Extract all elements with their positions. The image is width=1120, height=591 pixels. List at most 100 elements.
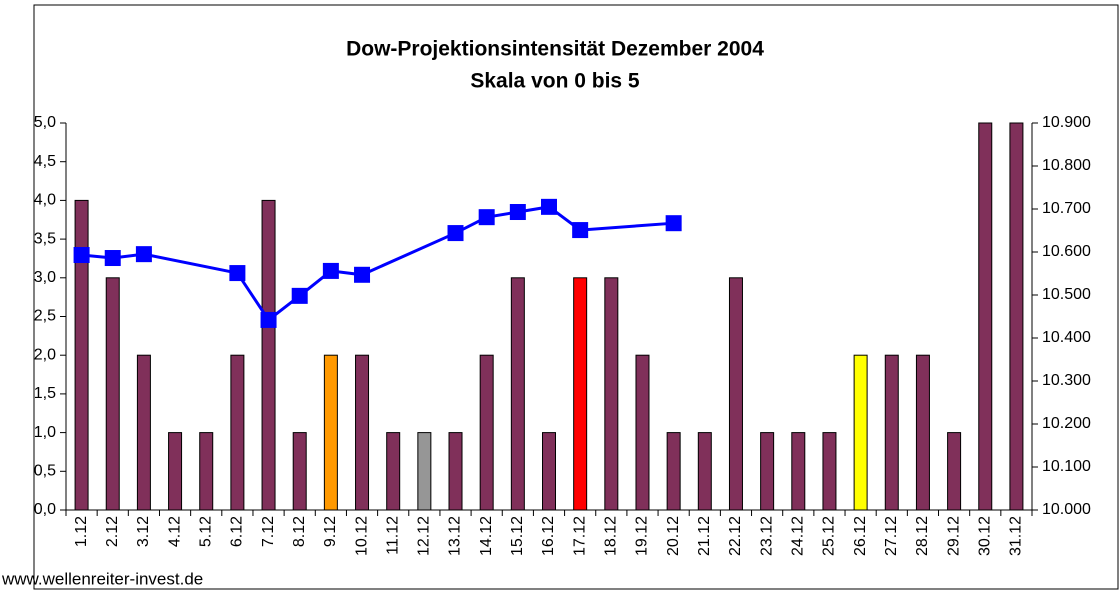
bar	[1009, 122, 1024, 511]
x-tick-label: 17.12	[571, 516, 588, 556]
bar	[947, 432, 962, 511]
bar	[479, 354, 494, 511]
y2-tick-label: 10.100	[1042, 458, 1091, 475]
bar	[74, 199, 89, 511]
line-marker	[260, 311, 277, 328]
bar	[417, 432, 432, 511]
x-tick-label: 25.12	[821, 516, 838, 556]
bar	[230, 354, 245, 511]
x-tick-label: 12.12	[416, 516, 433, 556]
bar	[853, 354, 868, 511]
x-tick-label: 9.12	[322, 516, 339, 547]
x-tick-label: 21.12	[696, 516, 713, 556]
bar	[386, 432, 401, 511]
bar	[261, 199, 276, 511]
y-tick-label: 4,0	[34, 192, 56, 209]
x-tick-label: 2.12	[104, 516, 121, 547]
bar	[915, 354, 930, 511]
line-marker	[354, 266, 371, 283]
y2-tick-label: 10.900	[1042, 114, 1091, 131]
line-marker	[665, 215, 682, 232]
line-marker	[572, 222, 589, 239]
line-marker	[229, 265, 246, 282]
x-tick-label: 1.12	[73, 516, 90, 547]
x-tick-label: 15.12	[509, 516, 526, 556]
y2-tick-label: 10.500	[1042, 286, 1091, 303]
line-marker	[541, 198, 557, 215]
line-marker	[73, 247, 90, 264]
line-marker	[447, 225, 464, 242]
chart-subtitle: Skala von 0 bis 5	[470, 70, 640, 93]
y2-tick-label: 10.700	[1042, 200, 1091, 217]
x-tick-label: 14.12	[478, 516, 495, 556]
x-tick-label: 23.12	[758, 516, 775, 556]
x-tick-label: 22.12	[727, 516, 744, 556]
y-tick-label: 3,5	[34, 230, 56, 247]
bar	[355, 354, 370, 511]
x-tick-label: 6.12	[229, 516, 246, 547]
bar	[822, 432, 837, 511]
x-tick-label: 30.12	[976, 516, 993, 556]
bar	[573, 277, 588, 511]
x-tick-label: 3.12	[135, 516, 152, 547]
y-tick-label: 1,0	[34, 424, 56, 441]
line-marker	[322, 262, 339, 279]
x-tick-label: 7.12	[260, 516, 277, 547]
line-marker	[291, 287, 308, 304]
bar	[292, 432, 307, 511]
y2-tick-label: 10.200	[1042, 415, 1091, 432]
x-tick-label: 31.12	[1008, 516, 1025, 556]
bar	[510, 277, 525, 511]
x-tick-label: 18.12	[603, 516, 620, 556]
x-tick-label: 26.12	[852, 516, 869, 556]
y-tick-label: 2,5	[34, 308, 56, 325]
x-tick-label: 24.12	[790, 516, 807, 556]
line-marker	[135, 246, 152, 263]
bar	[635, 354, 650, 511]
line-marker	[509, 204, 526, 221]
x-tick-label: 28.12	[914, 516, 931, 556]
line-marker	[104, 250, 121, 267]
x-tick-label: 5.12	[197, 516, 214, 547]
y-tick-label: 4,5	[34, 153, 56, 170]
y-tick-label: 3,0	[34, 269, 56, 286]
bar	[136, 354, 151, 511]
x-tick-label: 29.12	[945, 516, 962, 556]
bar	[105, 277, 120, 511]
bar	[666, 432, 681, 511]
y2-tick-label: 10.600	[1042, 243, 1091, 260]
bar	[760, 432, 775, 511]
y2-tick-label: 10.300	[1042, 372, 1091, 389]
x-tick-label: 10.12	[353, 516, 370, 556]
bar	[604, 277, 619, 511]
y-tick-label: 5,0	[34, 114, 56, 131]
x-tick-label: 27.12	[883, 516, 900, 556]
x-tick-label: 16.12	[540, 516, 557, 556]
line-marker	[478, 209, 495, 226]
x-tick-label: 11.12	[384, 516, 401, 555]
bar	[791, 432, 806, 511]
x-tick-label: 8.12	[291, 516, 308, 547]
watermark: www.wellenreiter-invest.de	[1, 569, 203, 588]
bar	[542, 432, 556, 511]
bar	[978, 122, 993, 511]
x-tick-label: 13.12	[447, 516, 464, 556]
chart-title: Dow-Projektionsintensität Dezember 2004	[346, 38, 764, 61]
y-tick-label: 0,0	[34, 501, 56, 518]
bar	[448, 432, 463, 511]
bar	[199, 432, 214, 511]
y-tick-label: 0,5	[34, 463, 56, 480]
bar	[728, 277, 743, 511]
y-tick-label: 1,5	[34, 385, 56, 402]
bar	[697, 432, 712, 511]
bar	[168, 432, 183, 511]
y-tick-label: 2,0	[34, 346, 56, 363]
y2-tick-label: 10.800	[1042, 157, 1091, 174]
x-tick-label: 19.12	[634, 516, 651, 556]
x-tick-label: 20.12	[665, 516, 682, 556]
bar	[323, 354, 338, 511]
x-tick-label: 4.12	[166, 516, 183, 547]
y2-tick-label: 10.400	[1042, 329, 1091, 346]
